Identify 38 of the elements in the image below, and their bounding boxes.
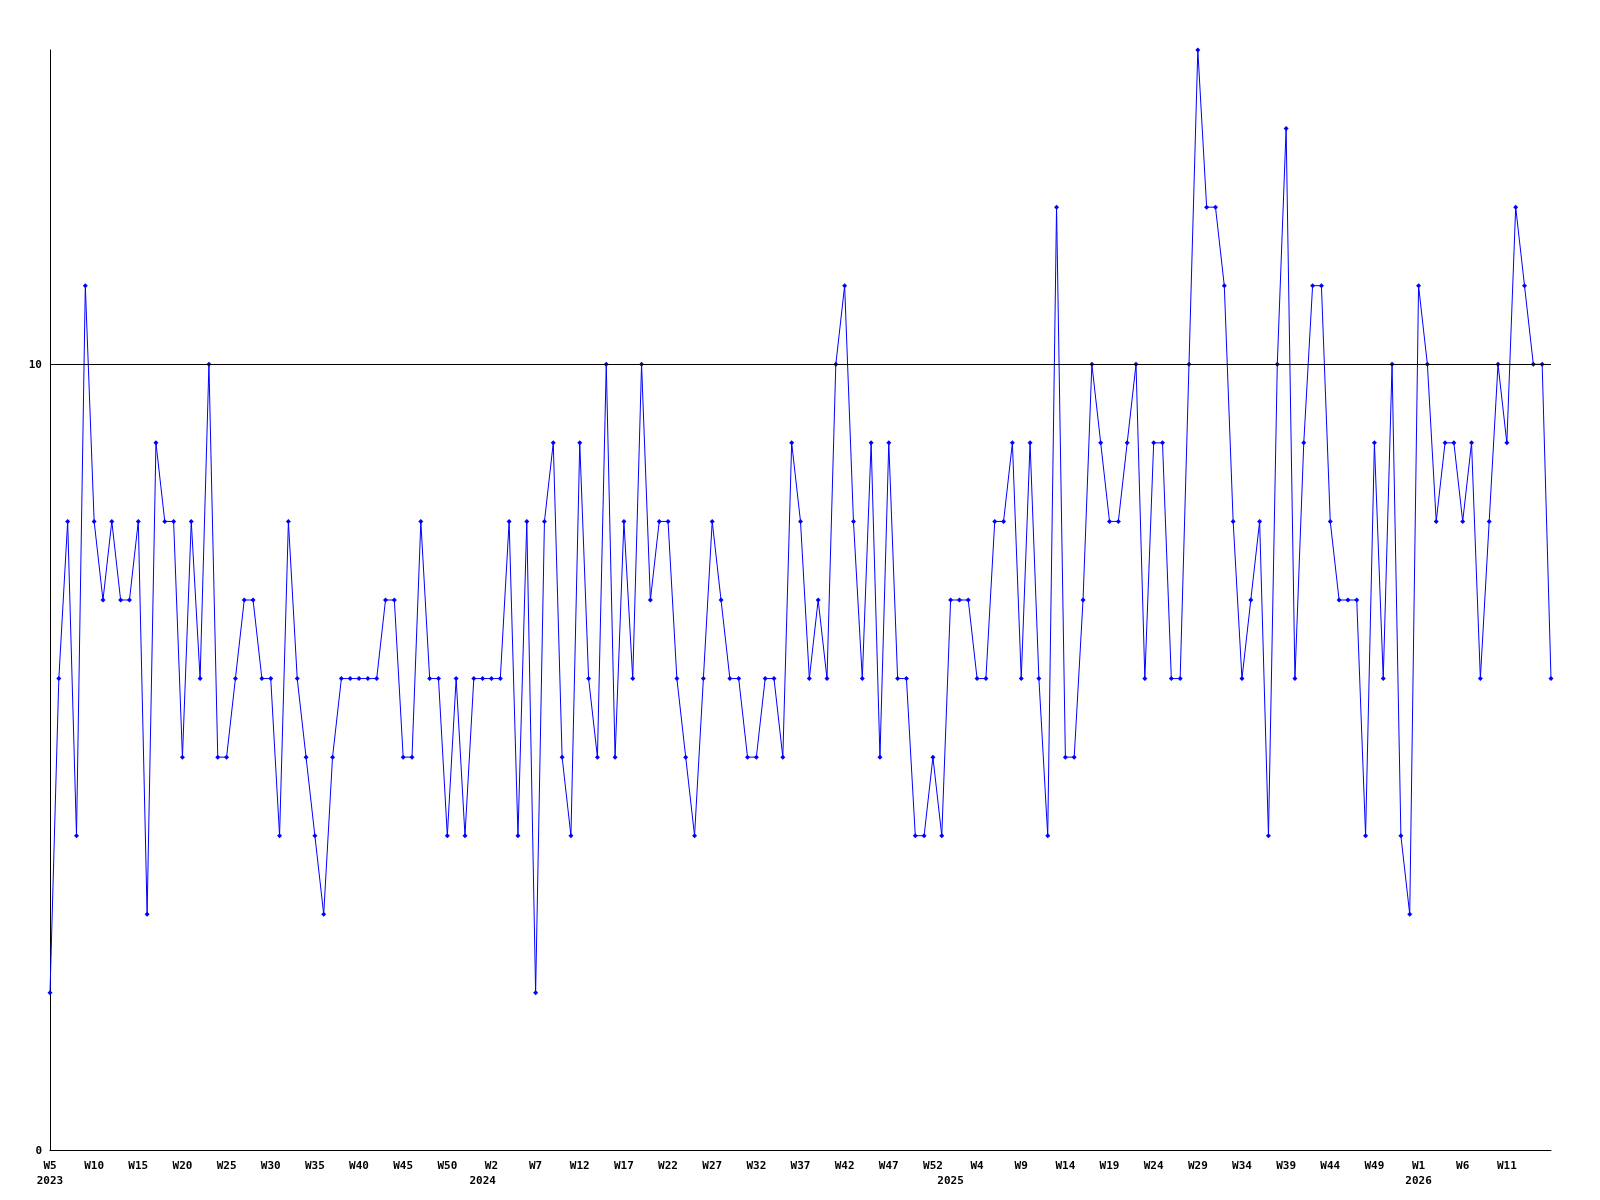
x-tick-label: W1 2026	[1405, 1159, 1433, 1187]
x-tick-label: W25	[216, 1159, 237, 1172]
x-tick-label: W52	[923, 1159, 943, 1172]
x-tick-label: W29	[1187, 1159, 1208, 1172]
x-tick-label: W19	[1099, 1159, 1120, 1172]
x-tick-label: W24	[1143, 1159, 1164, 1172]
x-tick-label: W44	[1320, 1159, 1341, 1172]
x-tick-label: W14	[1055, 1159, 1076, 1172]
x-tick-label: W7	[528, 1159, 543, 1172]
x-tick-label: W10	[84, 1159, 105, 1172]
x-tick-label: W45	[393, 1159, 414, 1172]
x-tick-label: W37	[790, 1159, 811, 1172]
x-tick-label: W39	[1276, 1159, 1297, 1172]
x-tick-label: W34	[1232, 1159, 1253, 1172]
x-tick-label: W42	[834, 1159, 855, 1172]
x-tick-label: W15	[128, 1159, 149, 1172]
x-tick-label: W20	[172, 1159, 193, 1172]
x-tick-label: W4	[970, 1159, 985, 1172]
y-tick-label: 0	[35, 1143, 42, 1157]
x-tick-label: 2025	[937, 1174, 964, 1187]
x-tick-label: W9	[1014, 1159, 1028, 1172]
x-tick-label: W50	[437, 1159, 458, 1172]
x-tick-label: W2	[484, 1159, 499, 1172]
x-tick-label: W5 2023	[36, 1159, 64, 1187]
x-tick-label: W30	[260, 1159, 281, 1172]
x-tick-label: W27	[702, 1159, 723, 1172]
x-tick-label: W32	[746, 1159, 767, 1172]
x-tick-label: W49	[1364, 1159, 1385, 1172]
y-tick-label: 10	[28, 357, 42, 371]
x-tick-label: W6	[1456, 1159, 1470, 1172]
x-tick-label: W22	[658, 1159, 678, 1172]
x-tick-label: W17	[613, 1159, 634, 1172]
x-tick-label: W12	[569, 1159, 590, 1172]
x-tick-label: W40	[349, 1159, 369, 1172]
x-tick-label: W47	[878, 1159, 899, 1172]
x-tick-label: W35	[304, 1159, 325, 1172]
x-tick-label: W11	[1496, 1159, 1518, 1172]
x-tick-label: 2024	[469, 1174, 497, 1187]
